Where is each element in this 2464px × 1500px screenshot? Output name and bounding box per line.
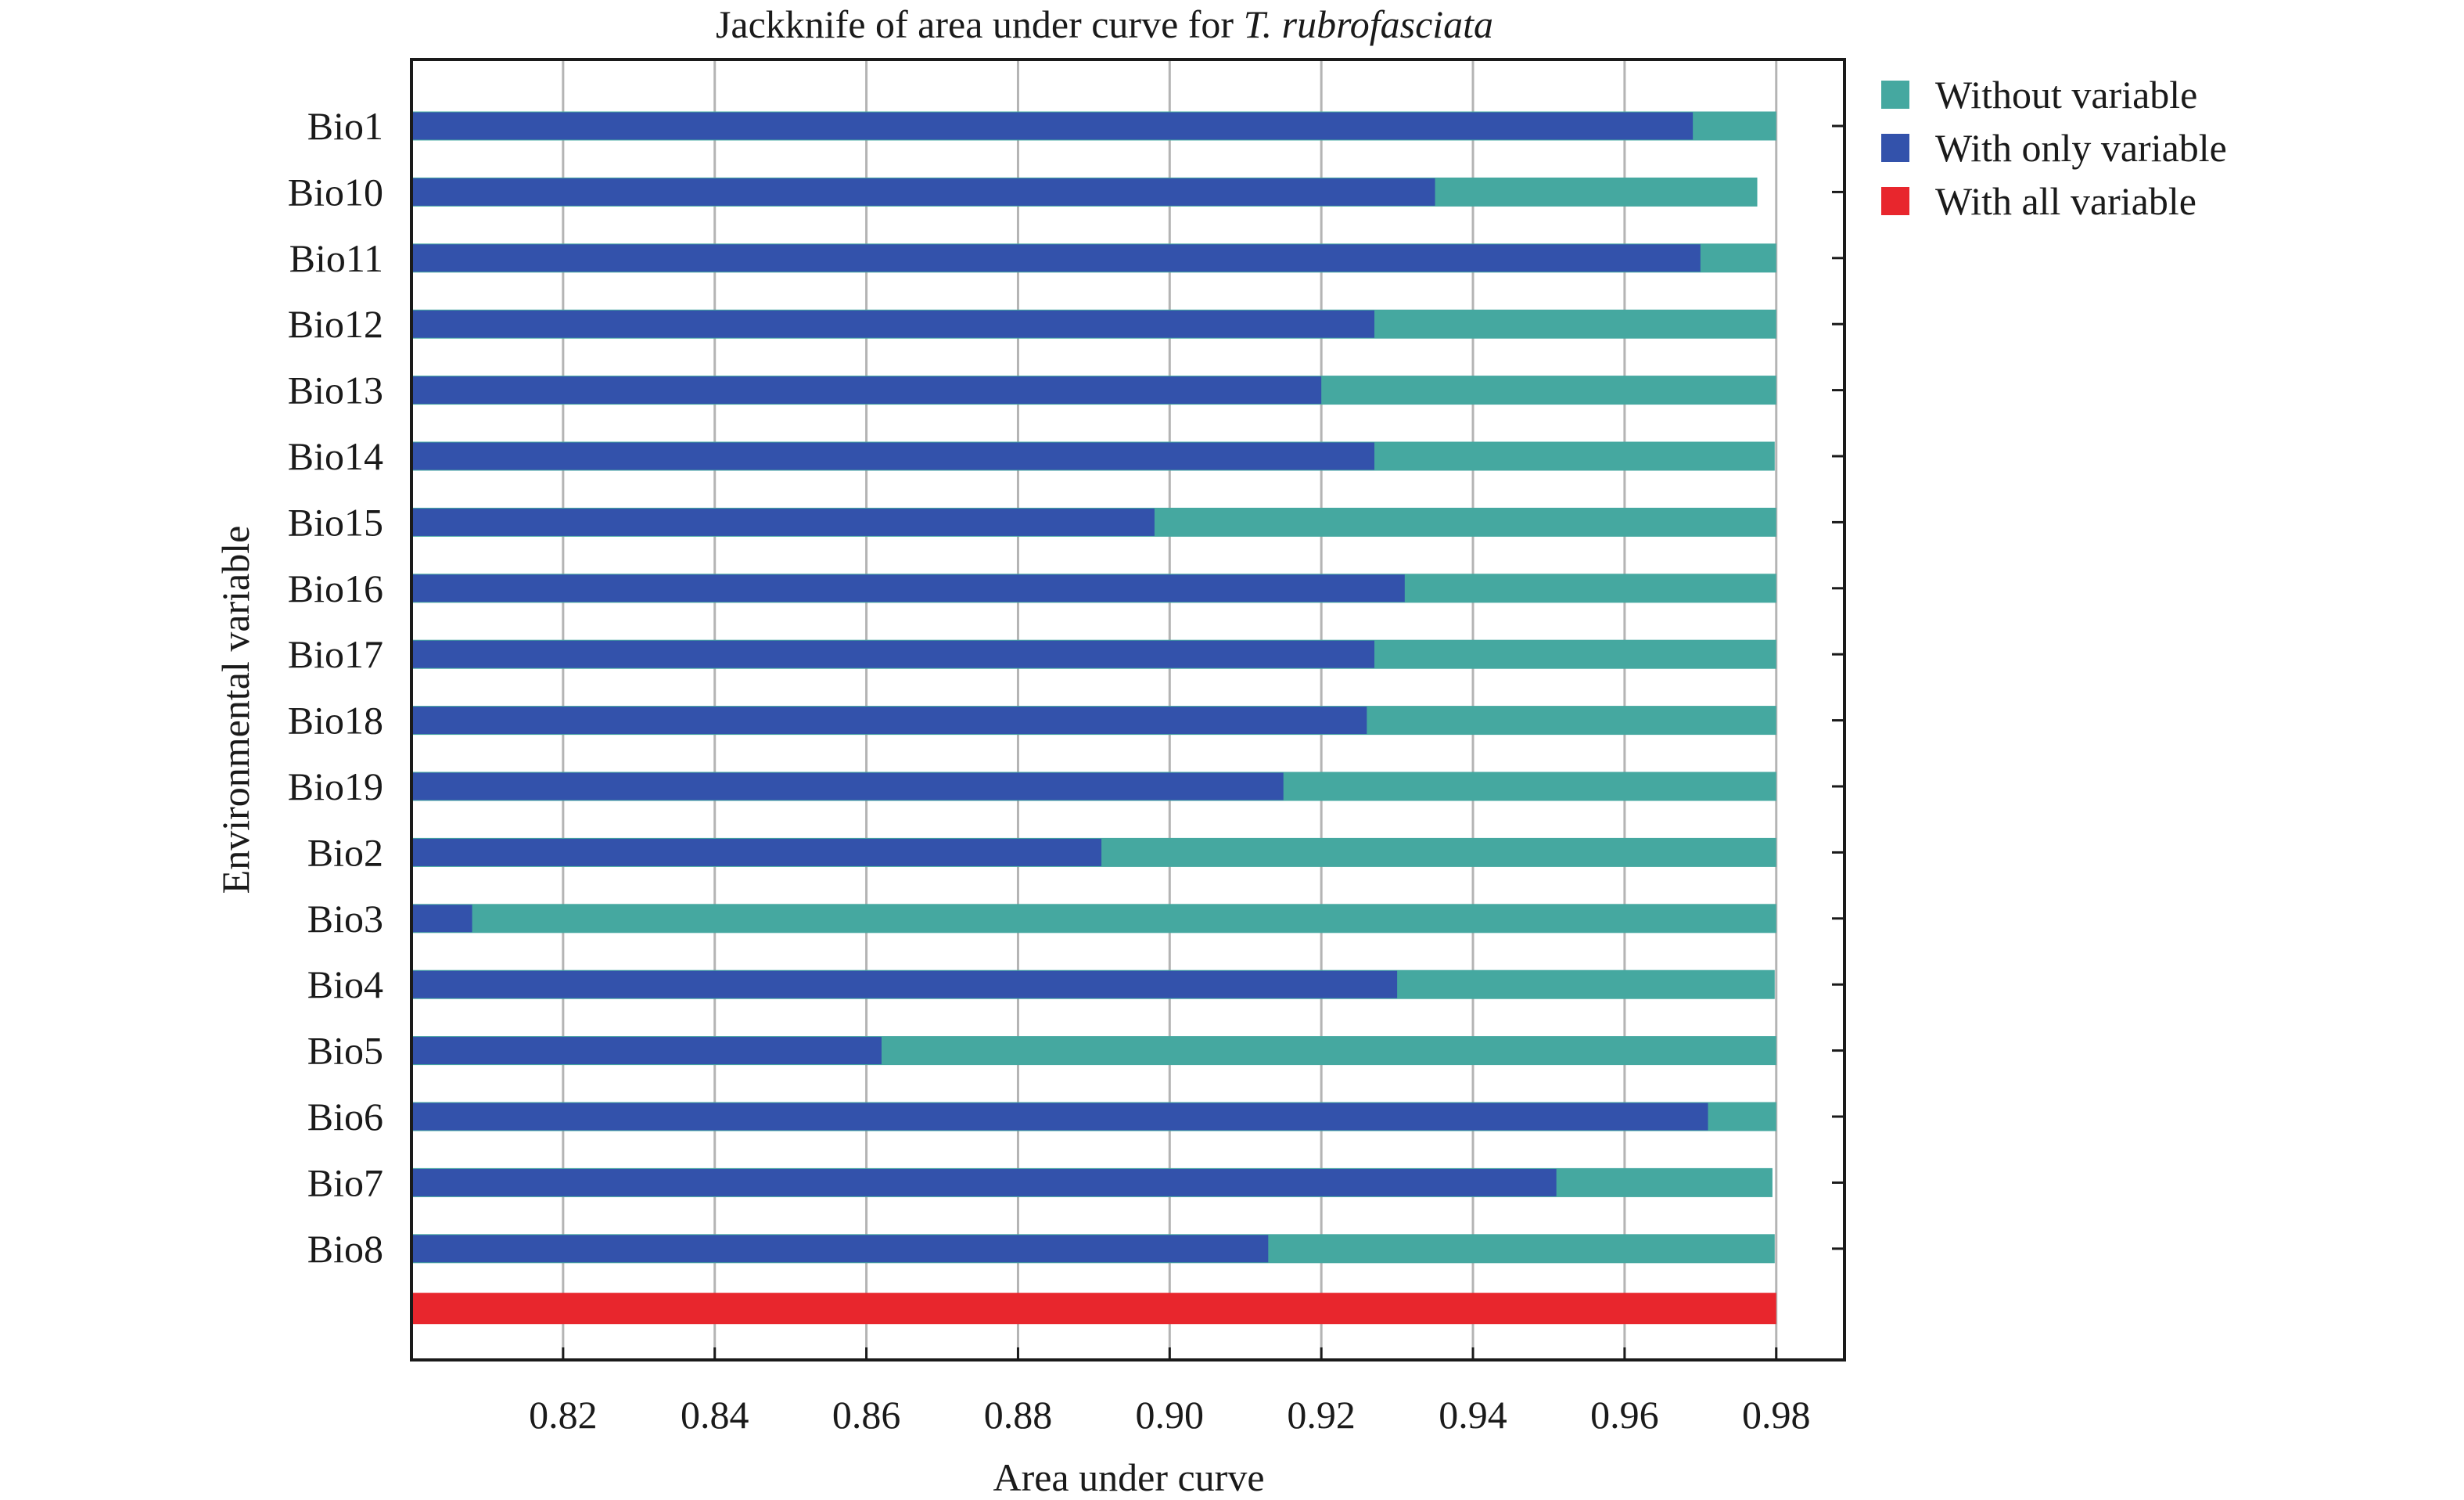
- y-tick-label: Bio14: [288, 434, 383, 478]
- bar-with-only-variable: [411, 574, 1405, 603]
- bar-with-only-variable: [411, 112, 1694, 140]
- y-tick-label: Bio7: [307, 1160, 383, 1204]
- y-tick-label: Bio11: [289, 236, 383, 280]
- y-tick-label: Bio13: [288, 369, 383, 412]
- y-tick-label: Bio15: [288, 500, 383, 544]
- y-tick-label: Bio1: [307, 104, 383, 148]
- bar-with-only-variable: [411, 707, 1367, 735]
- bar-with-only-variable: [411, 1168, 1557, 1196]
- y-tick-label: Bio12: [288, 302, 383, 346]
- legend-label: With only variable: [1935, 126, 2227, 170]
- chart-title: Jackknife of area under curve for T. rub…: [716, 2, 1493, 46]
- x-tick-label: 0.94: [1439, 1393, 1507, 1437]
- bar-without-variable: [411, 904, 1776, 933]
- plot-frame: [410, 58, 1846, 1362]
- y-tick-label: Bio4: [307, 962, 383, 1006]
- bar-with-only-variable: [411, 970, 1398, 998]
- bar-with-only-variable: [411, 442, 1375, 470]
- bar-with-only-variable: [411, 640, 1375, 668]
- y-tick-label: Bio10: [288, 170, 383, 214]
- bar-with-only-variable: [411, 178, 1435, 206]
- bar-with-only-variable: [411, 310, 1375, 338]
- x-tick-label: 0.96: [1590, 1393, 1659, 1437]
- x-tick-label: 0.86: [832, 1393, 901, 1437]
- x-tick-label: 0.98: [1742, 1393, 1811, 1437]
- legend-swatch: [1881, 81, 1909, 109]
- x-tick-label: 0.90: [1136, 1393, 1205, 1437]
- bar-with-only-variable: [411, 244, 1701, 272]
- chart-title-text: Jackknife of area under curve for: [716, 2, 1244, 46]
- bar-with-only-variable: [411, 838, 1102, 866]
- bar-with-only-variable: [411, 508, 1155, 536]
- legend-swatch: [1881, 134, 1909, 162]
- x-tick-label: 0.92: [1287, 1393, 1356, 1437]
- y-tick-label: Bio6: [307, 1095, 383, 1138]
- bar-with-only-variable: [411, 1037, 882, 1065]
- legend-label: With all variable: [1935, 179, 2196, 223]
- bar-with-only-variable: [411, 772, 1284, 800]
- bar-with-only-variable: [411, 905, 472, 933]
- bar-with-only-variable: [411, 1235, 1269, 1263]
- y-tick-label: Bio17: [288, 632, 383, 676]
- y-tick-label: Bio16: [288, 567, 383, 610]
- x-tick-label: 0.84: [681, 1393, 749, 1437]
- x-axis-label: Area under curve: [993, 1455, 1264, 1496]
- bar-with-only-variable: [411, 376, 1322, 405]
- y-tick-label: Bio8: [307, 1227, 383, 1271]
- y-tick-label: Bio18: [288, 699, 383, 743]
- legend-label: Without variable: [1935, 73, 2197, 117]
- y-axis-label: Environmental variable: [214, 526, 257, 894]
- bar-with-all-variable: [411, 1293, 1776, 1325]
- x-tick-label: 0.88: [984, 1393, 1053, 1437]
- bar-with-only-variable: [411, 1103, 1708, 1131]
- chart-title-species: T. rubrofasciata: [1244, 2, 1493, 46]
- legend-swatch: [1881, 187, 1909, 215]
- y-tick-label: Bio2: [307, 830, 383, 874]
- y-tick-label: Bio19: [288, 764, 383, 808]
- y-tick-label: Bio5: [307, 1029, 383, 1073]
- y-tick-label: Bio3: [307, 897, 383, 941]
- x-tick-label: 0.82: [529, 1393, 598, 1437]
